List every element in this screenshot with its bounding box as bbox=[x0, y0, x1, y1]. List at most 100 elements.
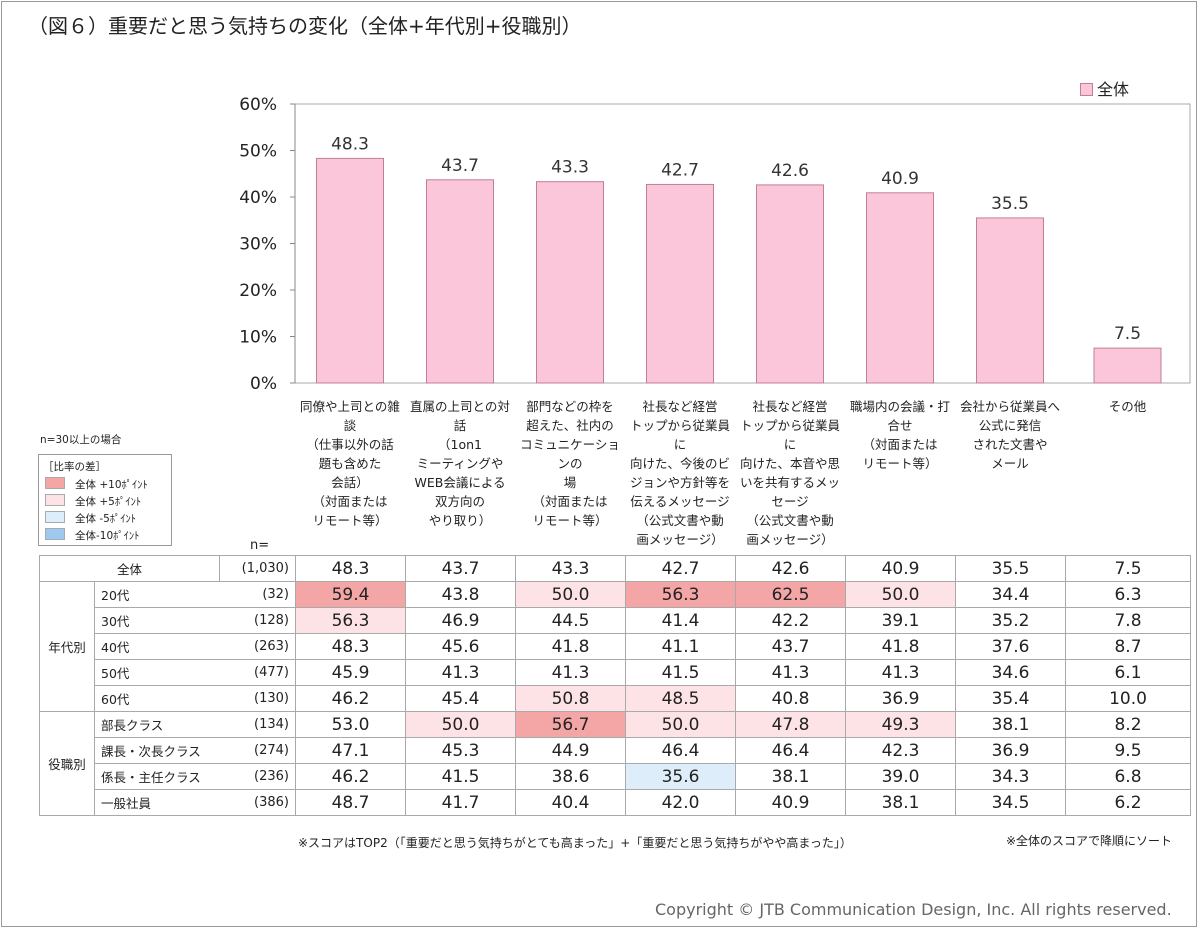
table-cell: 10.0 bbox=[1065, 685, 1191, 712]
y-tick-label: 20% bbox=[239, 281, 277, 301]
table-cell: 43.7 bbox=[405, 555, 516, 582]
table-cell: 38.1 bbox=[845, 789, 956, 816]
table-cell: 41.7 bbox=[405, 789, 516, 816]
sample-size: (236) bbox=[219, 763, 296, 790]
table-cell: 37.6 bbox=[955, 633, 1066, 660]
key-item-label: 全体 +10ﾎﾟｲﾝﾄ bbox=[75, 479, 148, 491]
table-cell: 48.7 bbox=[295, 789, 406, 816]
table-row: 年代別 20代 (32) 59.4 43.8 50.0 56.3 62.5 50.0 34.4 6.… bbox=[39, 581, 1191, 712]
table-cell: 41.5 bbox=[405, 763, 516, 790]
data-label: 42.7 bbox=[661, 160, 699, 180]
sample-size: (130) bbox=[219, 685, 296, 712]
data-label: 48.3 bbox=[331, 134, 369, 154]
table-cell: 45.3 bbox=[405, 737, 516, 764]
y-tick-label: 10% bbox=[239, 328, 277, 348]
legend: 全体 bbox=[1080, 76, 1129, 100]
table-cell: 41.3 bbox=[405, 659, 516, 686]
row-label: 係長・主任クラス bbox=[94, 763, 220, 790]
sort-note: ※全体のスコアで降順にソート bbox=[1006, 834, 1173, 848]
table-cell: 62.5 bbox=[735, 581, 846, 608]
row-label: 部長クラス bbox=[94, 711, 220, 738]
table-cell: 41.8 bbox=[845, 633, 956, 660]
row-label: 一般社員 bbox=[94, 789, 220, 816]
table-cell: 50.0 bbox=[625, 711, 736, 738]
table-cell: 35.4 bbox=[955, 685, 1066, 712]
table-cell: 34.6 bbox=[955, 659, 1066, 686]
key-item: 全体 +10ﾎﾟｲﾝﾄ bbox=[45, 477, 148, 492]
table-cell: 6.8 bbox=[1065, 763, 1191, 790]
y-tick-label: 50% bbox=[239, 142, 277, 162]
data-label: 40.9 bbox=[881, 169, 919, 189]
bar bbox=[536, 181, 604, 384]
table-cell: 41.3 bbox=[515, 659, 626, 686]
table-cell: 45.4 bbox=[405, 685, 516, 712]
table-cell: 46.2 bbox=[295, 763, 406, 790]
key-item-label: 全体-10ﾎﾟｲﾝﾄ bbox=[75, 530, 140, 542]
table-row: 役職別 部長クラス (134) 53.0 50.0 56.7 50.0 47.8 49.3 38.… bbox=[39, 711, 1191, 816]
table-row: 全体 (1,030) 48.3 43.7 43.3 42.7 42.6 40.9 35.5 7.5 bbox=[39, 555, 1191, 582]
key-swatch bbox=[45, 494, 65, 506]
bar bbox=[866, 192, 934, 384]
table-cell: 47.1 bbox=[295, 737, 406, 764]
table-cell: 56.3 bbox=[295, 607, 406, 634]
row-label: 30代 bbox=[94, 607, 220, 634]
bar bbox=[316, 157, 384, 384]
table-cell: 48.3 bbox=[295, 633, 406, 660]
table-cell: 50.0 bbox=[405, 711, 516, 738]
figure-title: （図６）重要だと思う気持ちの変化（全体+年代別+役職別） bbox=[28, 14, 582, 38]
bar bbox=[756, 184, 824, 384]
category-label: 会社から従業員へ 公式に発信 された文書や メール bbox=[959, 399, 1060, 471]
table-cell: 46.2 bbox=[295, 685, 406, 712]
row-label: 全体 bbox=[39, 555, 220, 582]
table-row: 40代 (263) 48.3 45.6 41.8 41.1 43.7 41.8 37.6 8.7 bbox=[40, 633, 1191, 660]
sample-size: (134) bbox=[219, 711, 296, 738]
table-cell: 53.0 bbox=[295, 711, 406, 738]
sample-size: (386) bbox=[219, 789, 296, 816]
sample-size: (477) bbox=[219, 659, 296, 686]
table-cell: 6.2 bbox=[1065, 789, 1191, 816]
table-cell: 38.1 bbox=[955, 711, 1066, 738]
category-label: 部門などの枠を 超えた、社内の コミュニケーションの 場 （対面または リモート… bbox=[520, 399, 620, 528]
y-tick-label: 60% bbox=[239, 95, 277, 115]
table-row: 一般社員 (386) 48.7 41.7 40.4 42.0 40.9 38.1 34.5 6.2 bbox=[40, 789, 1191, 816]
data-table: 全体 (1,030) 48.3 43.7 43.3 42.7 42.6 40.9 35.5 7.5… bbox=[39, 555, 1191, 816]
score-note: ※スコアはTOP2（「重要だと思う気持ちがとても高まった」+「重要だと思う気持ち… bbox=[298, 836, 852, 850]
table-cell: 35.6 bbox=[625, 763, 736, 790]
table-cell: 40.9 bbox=[735, 789, 846, 816]
sample-size: (274) bbox=[219, 737, 296, 764]
row-label: 60代 bbox=[94, 685, 220, 712]
table-cell: 7.5 bbox=[1065, 555, 1191, 582]
table-cell: 42.7 bbox=[625, 555, 736, 582]
data-label: 7.5 bbox=[1114, 324, 1141, 344]
group-label: 役職別 bbox=[39, 711, 95, 816]
category-label: 社長など経営 トップから従業員に 向けた、本音や思 いを共有するメッ セージ （… bbox=[739, 399, 840, 547]
table-row: 課長・次長クラス (274) 47.1 45.3 44.9 46.4 46.4 42.3 36.… bbox=[40, 737, 1191, 764]
table-cell: 38.1 bbox=[735, 763, 846, 790]
table-row: 30代 (128) 56.3 46.9 44.5 41.4 42.2 39.1 35.2 7.8 bbox=[40, 607, 1191, 634]
table-cell: 38.6 bbox=[515, 763, 626, 790]
table-cell: 7.8 bbox=[1065, 607, 1191, 634]
table-cell: 45.9 bbox=[295, 659, 406, 686]
y-tick-label: 40% bbox=[239, 188, 277, 208]
table-cell: 49.3 bbox=[845, 711, 956, 738]
category-label: 職場内の会議・打 合せ （対面または リモート等） bbox=[849, 399, 950, 471]
legend-swatch bbox=[1080, 83, 1093, 96]
table-cell: 48.5 bbox=[625, 685, 736, 712]
table-cell: 39.1 bbox=[845, 607, 956, 634]
table-cell: 36.9 bbox=[955, 737, 1066, 764]
table-cell: 43.7 bbox=[735, 633, 846, 660]
copyright: Copyright © JTB Communication Design, In… bbox=[655, 900, 1172, 919]
table-cell: 48.3 bbox=[295, 555, 406, 582]
row-label: 40代 bbox=[94, 633, 220, 660]
bar bbox=[976, 217, 1044, 384]
category-label: 社長など経営 トップから従業員に 向けた、今後のビ ジョンや方針等を 伝えるメッ… bbox=[629, 399, 730, 547]
bar bbox=[1093, 347, 1162, 384]
table-cell: 42.2 bbox=[735, 607, 846, 634]
bar bbox=[646, 183, 714, 384]
table-cell: 59.4 bbox=[295, 581, 406, 608]
table-cell: 41.5 bbox=[625, 659, 736, 686]
table-cell: 35.2 bbox=[955, 607, 1066, 634]
table-cell: 56.3 bbox=[625, 581, 736, 608]
table-cell: 41.3 bbox=[845, 659, 956, 686]
